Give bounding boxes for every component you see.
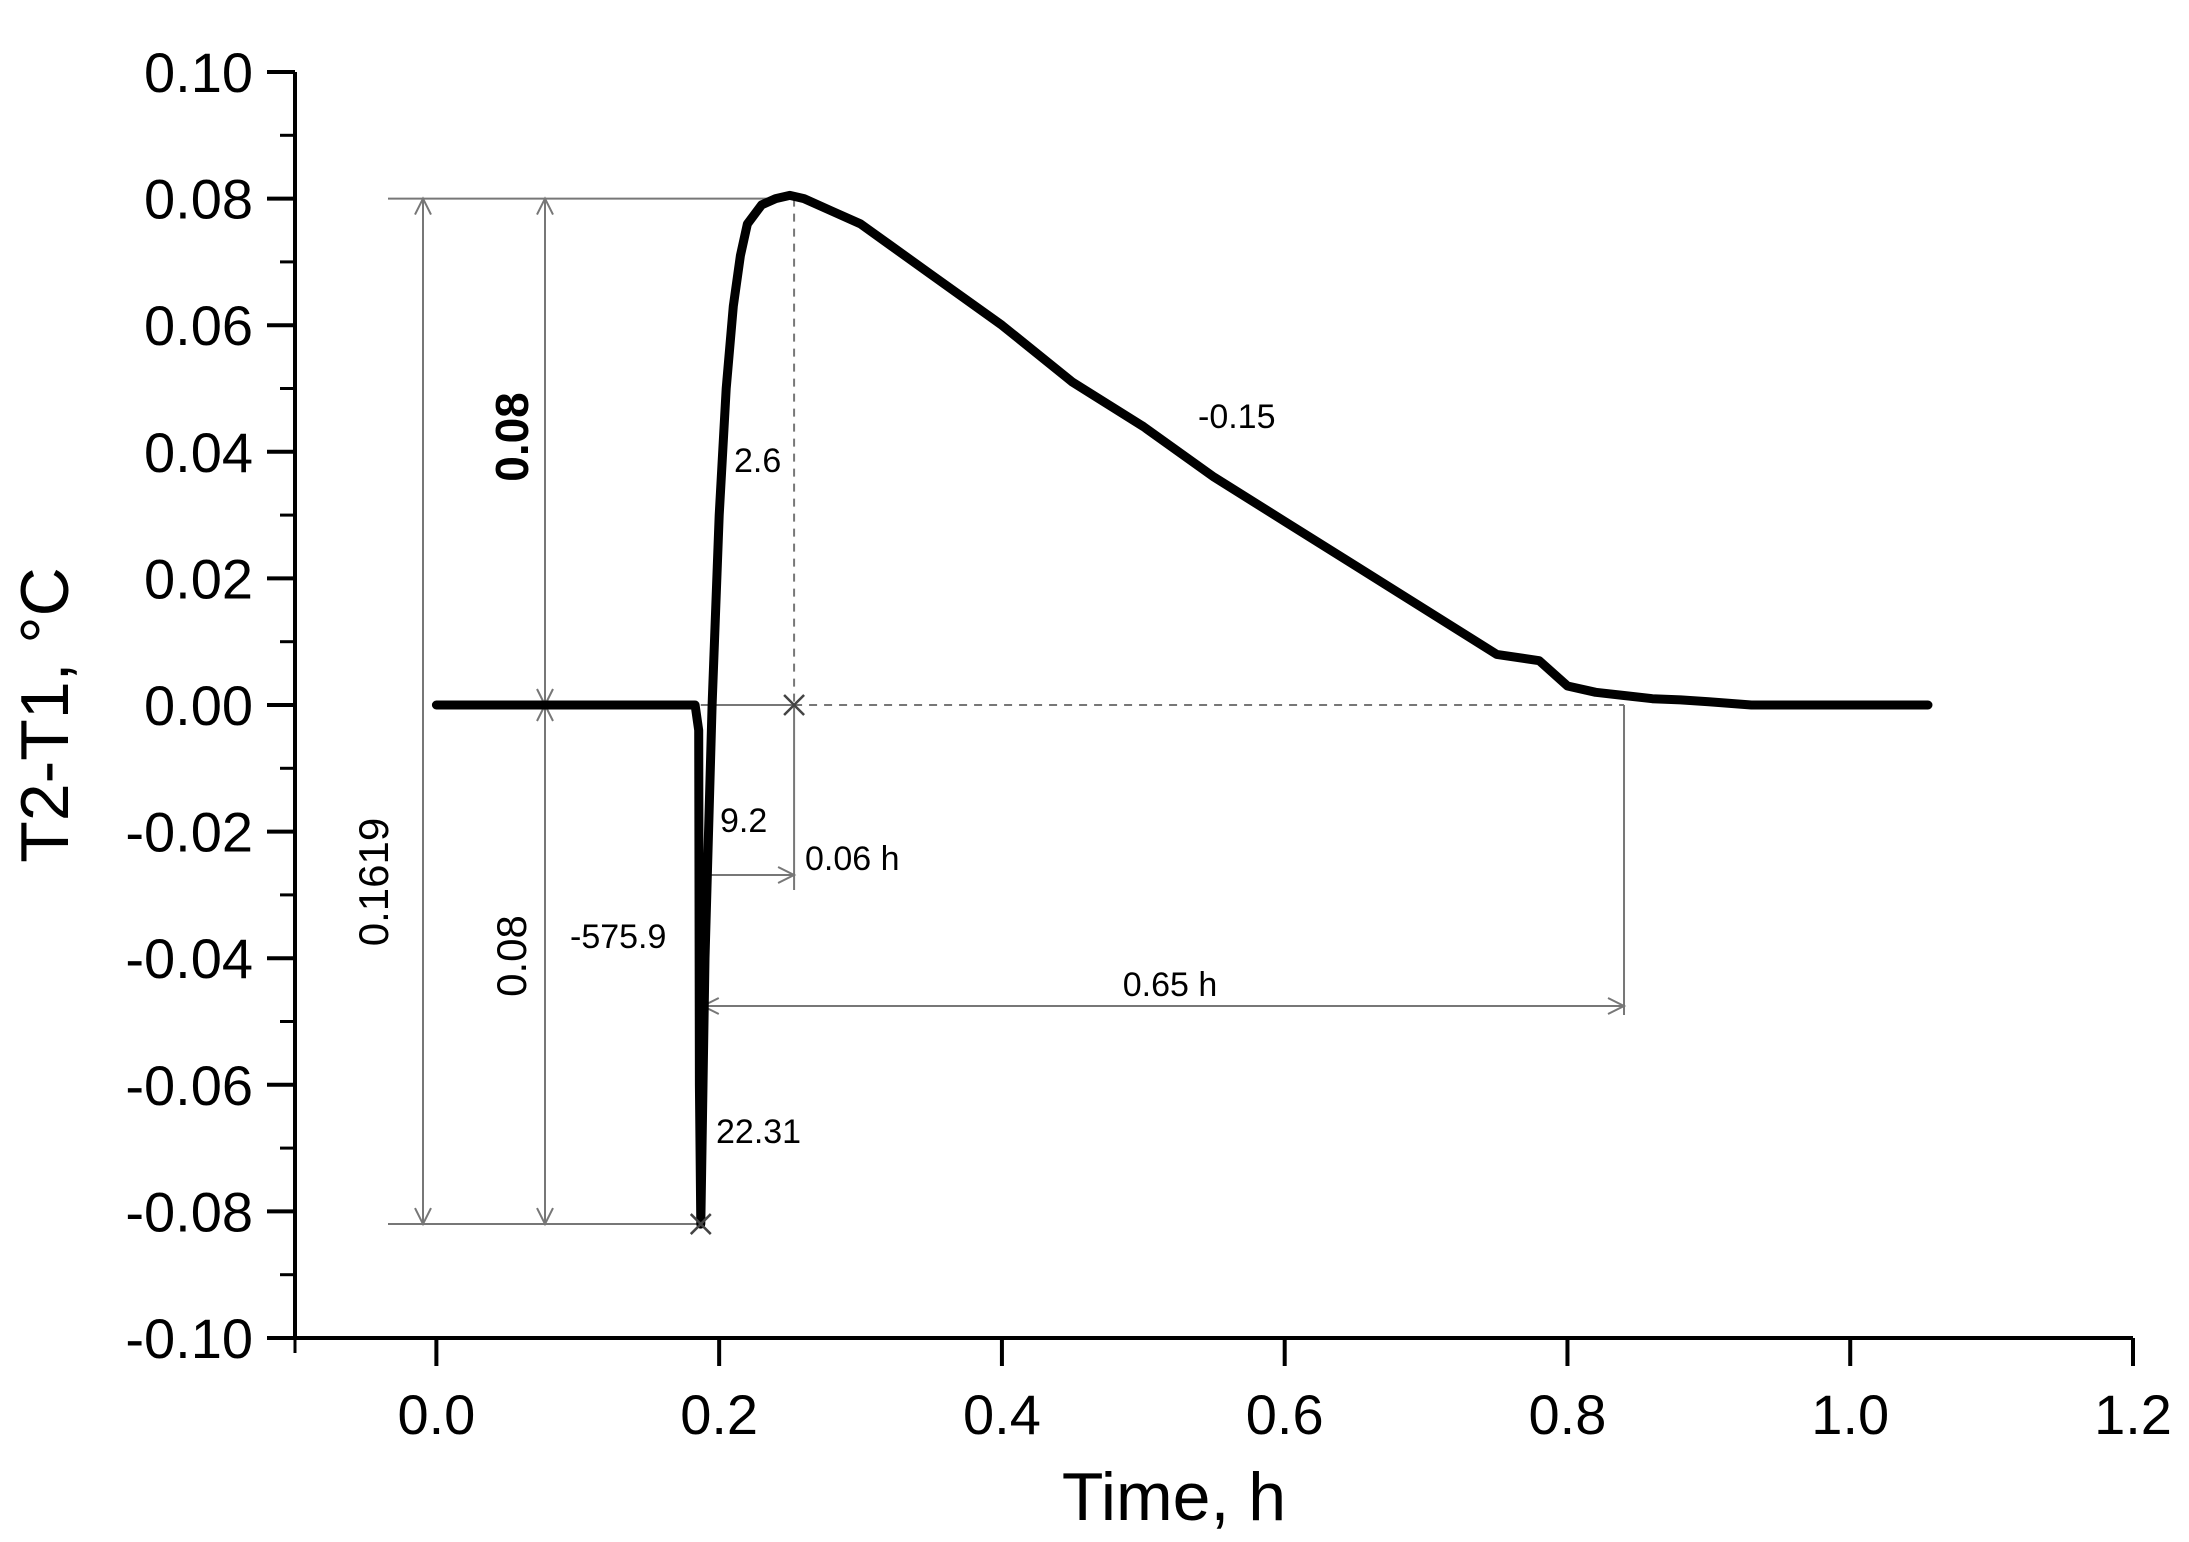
series-group bbox=[431, 190, 1933, 1229]
series-line bbox=[431, 190, 1933, 1229]
x-tick-label: 0.6 bbox=[1246, 1383, 1324, 1446]
y-tick-label: -0.06 bbox=[125, 1054, 253, 1117]
marker-x bbox=[783, 694, 805, 716]
arrow-head bbox=[414, 1207, 432, 1227]
annotation-slope-down: -575.9 bbox=[570, 918, 666, 956]
annotation-rate-min: 22.31 bbox=[716, 1113, 801, 1151]
axes: 0.10 0.08 0.06 0.04 0.02 0.00 -0.02 -0.04 -0.06 -… bbox=[125, 41, 2172, 1446]
x-tick-label: 0.4 bbox=[963, 1383, 1041, 1446]
arrow-head bbox=[1607, 997, 1627, 1015]
y-tick-label: -0.02 bbox=[125, 801, 253, 864]
dimension-guides bbox=[388, 196, 1627, 1227]
y-tick-label: -0.08 bbox=[125, 1180, 253, 1243]
marker-x bbox=[689, 1213, 712, 1235]
annotation-time-peak: 0.06 h bbox=[805, 840, 900, 878]
annotation-slope-rise: 2.6 bbox=[734, 442, 781, 480]
arrow-head bbox=[777, 866, 797, 884]
y-tick-label: 0.02 bbox=[144, 547, 253, 610]
x-axis-title: Time, h bbox=[1062, 1459, 1286, 1535]
arrow-head bbox=[414, 196, 432, 216]
annotation-amp-down: 0.08 bbox=[488, 915, 535, 997]
y-tick-label: 0.10 bbox=[144, 41, 253, 104]
x-tick-label: 1.0 bbox=[1811, 1383, 1889, 1446]
markers bbox=[689, 694, 805, 1235]
annotation-rate-rise: 9.2 bbox=[720, 802, 767, 840]
annotation-time-total: 0.65 h bbox=[1123, 966, 1218, 1004]
arrow-head bbox=[536, 196, 554, 216]
annotations: 0.1619 0.08 0.08 -575.9 22.31 9.2 2.6 -0.15 0.06… bbox=[350, 392, 1276, 1151]
y-tick-label: 0.08 bbox=[144, 168, 253, 231]
y-axis-title: T2-T1, °C bbox=[7, 567, 83, 862]
x-tick-label: 1.2 bbox=[2094, 1383, 2172, 1446]
axis-titles: Time, h T2-T1, °C bbox=[7, 567, 1286, 1535]
x-tick-label: 0.0 bbox=[397, 1383, 475, 1446]
annotation-slope-decay: -0.15 bbox=[1198, 398, 1276, 436]
y-tick-label: 0.00 bbox=[144, 674, 253, 737]
y-tick-label: -0.04 bbox=[125, 927, 253, 990]
x-tick-label: 0.2 bbox=[680, 1383, 758, 1446]
arrow-head bbox=[536, 1207, 554, 1227]
y-tick-label: -0.10 bbox=[125, 1307, 253, 1370]
y-tick-label: 0.06 bbox=[144, 294, 253, 357]
x-tick-label: 0.8 bbox=[1529, 1383, 1607, 1446]
annotation-amp-up: 0.08 bbox=[486, 392, 538, 482]
y-tick-label: 0.04 bbox=[144, 421, 253, 484]
annotation-amp-total: 0.1619 bbox=[350, 818, 397, 946]
